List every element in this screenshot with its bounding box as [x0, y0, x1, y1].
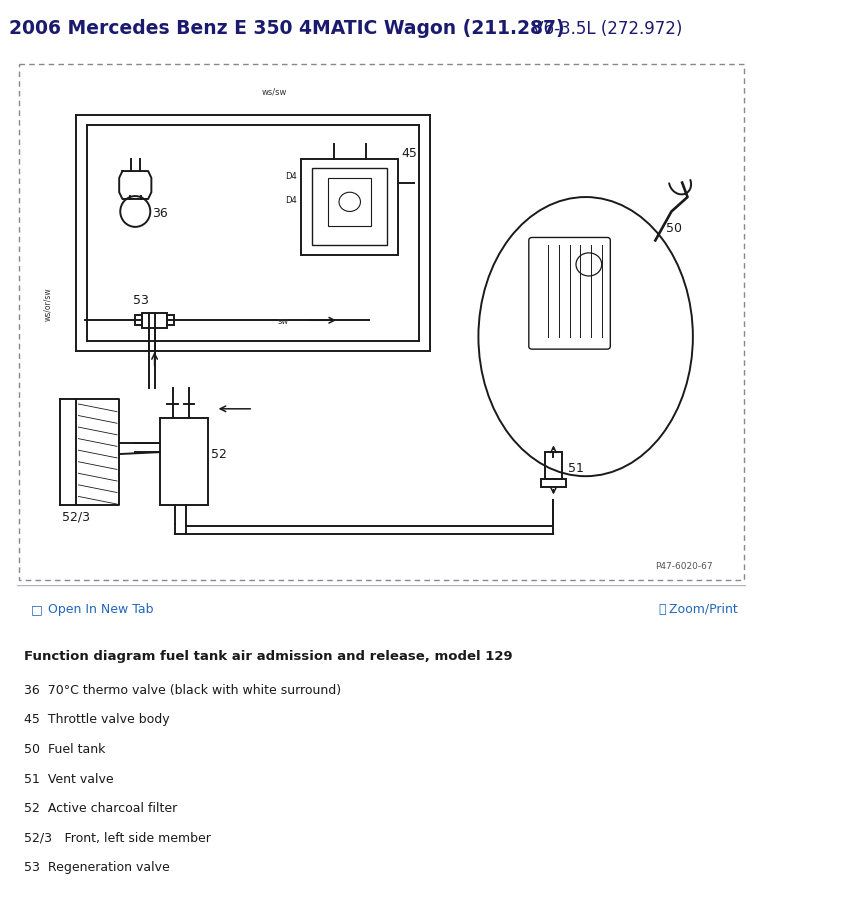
Text: 52: 52 — [211, 448, 227, 461]
Text: Open In New Tab: Open In New Tab — [48, 602, 153, 615]
Bar — [545, 452, 562, 479]
Text: 53: 53 — [133, 293, 149, 307]
Text: 50: 50 — [666, 221, 682, 235]
Text: 36: 36 — [152, 207, 168, 220]
Bar — [167, 316, 174, 326]
Bar — [313, 169, 387, 246]
Text: D4: D4 — [286, 196, 297, 205]
Bar — [328, 179, 372, 227]
Bar — [301, 159, 398, 256]
Text: 52/3 Front, left side member: 52/3 Front, left side member — [24, 831, 210, 844]
Text: P47-6020-67: P47-6020-67 — [656, 561, 713, 570]
Text: 52/3: 52/3 — [62, 510, 90, 523]
Text: 53  Regeneration valve: 53 Regeneration valve — [24, 861, 170, 873]
Text: 2006 Mercedes Benz E 350 4MATIC Wagon (211.287): 2006 Mercedes Benz E 350 4MATIC Wagon (2… — [9, 19, 565, 38]
Text: ws/or/sw: ws/or/sw — [42, 287, 52, 321]
Text: □: □ — [30, 602, 42, 615]
Text: D4: D4 — [286, 172, 297, 181]
Text: ws/sw: ws/sw — [262, 88, 288, 97]
Text: 🔍 Zoom/Print: 🔍 Zoom/Print — [659, 602, 738, 615]
Text: 50  Fuel tank: 50 Fuel tank — [24, 742, 106, 755]
Text: sw: sw — [278, 316, 289, 325]
Text: 52  Active charcoal filter: 52 Active charcoal filter — [24, 801, 178, 815]
Text: 45  Throttle valve body: 45 Throttle valve body — [24, 712, 170, 725]
Text: V6-3.5L (272.972): V6-3.5L (272.972) — [527, 20, 682, 38]
Bar — [160, 419, 208, 506]
Bar — [540, 479, 566, 488]
Bar — [135, 316, 142, 326]
Bar — [142, 313, 167, 329]
Text: 51  Vent valve: 51 Vent valve — [24, 772, 113, 785]
Text: Function diagram fuel tank air admission and release, model 129: Function diagram fuel tank air admission… — [24, 649, 513, 663]
Text: 51: 51 — [568, 461, 585, 475]
Text: 45: 45 — [401, 146, 417, 160]
Text: 36  70°C thermo valve (black with white surround): 36 70°C thermo valve (black with white s… — [24, 683, 341, 696]
